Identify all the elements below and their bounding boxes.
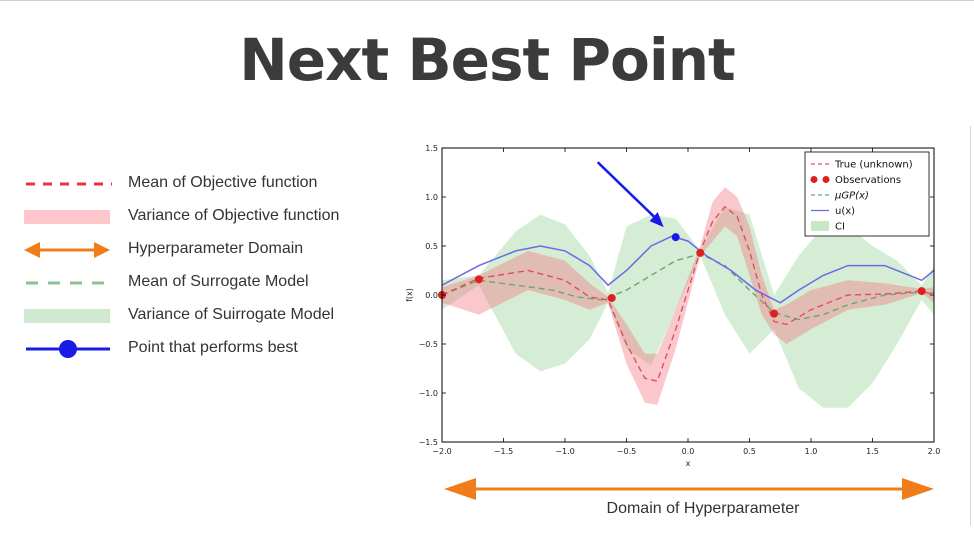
chart-legend-label: Observations [835,175,901,186]
pointer-arrow-shaft [596,161,659,222]
green-dash-icon [26,281,112,285]
chart-legend-label: μGP(x) [834,191,869,202]
legend-observation-swatch [822,176,830,183]
domain-label: Domain of Hyperparameter [606,500,800,517]
chart-legend-label: True (unknown) [834,160,913,171]
blue-point-icon [26,340,110,358]
legend-row-variance-objective: Variance of Objective function [24,203,404,231]
objective-variance-band [442,187,934,405]
legend-row-hyperparameter-domain: Hyperparameter Domain [24,236,404,264]
x-tick-label: −0.5 [617,447,636,456]
ci-band [442,206,934,408]
observation-point [474,275,483,284]
x-tick-label: 2.0 [928,447,941,456]
y-tick-label: −0.5 [419,340,438,349]
legend-label: Mean of Surrogate Model [128,273,309,290]
right-divider [970,126,971,526]
y-tick-label: 0.5 [425,242,438,251]
red-dash-icon [26,182,112,186]
legend-label: Variance of Objective function [128,207,340,224]
observation-point [696,248,705,257]
legend-label: Hyperparameter Domain [128,240,304,257]
chart-legend-label: CI [835,222,845,233]
acquisition-line [442,235,934,304]
orange-double-arrow-icon [24,242,110,258]
observation-point [917,287,926,296]
x-tick-label: 0.0 [682,447,695,456]
red-band-icon [24,210,110,224]
gp-chart: −2.0 −1.5 −1.0 −0.5 0.0 0.5 1.0 1.5 2.01.51.00.5… [405,144,941,468]
observation-point [607,293,616,302]
x-tick-label: 0.5 [743,447,756,456]
y-tick-label: 1.5 [425,144,438,153]
true-function-line [442,205,934,383]
legend-observation-swatch [810,176,818,183]
chart-legend-label: u(x) [835,206,855,217]
y-axis-label: f(x) [405,288,414,302]
legend-label: Mean of Objective function [128,174,318,191]
x-tick-label: −2.0 [432,447,451,456]
page-title: Next Best Point [239,26,735,94]
x-tick-label: 1.5 [866,447,879,456]
legend-row-variance-surrogate: Variance of Suirrogate Model [24,302,404,330]
x-tick-label: −1.5 [494,447,513,456]
y-tick-label: −1.0 [419,389,438,398]
legend-ci-swatch [811,221,829,231]
x-tick-label: 1.0 [805,447,818,456]
top-rule [0,0,974,1]
x-axis-label: x [686,459,691,468]
domain-arrow-icon [444,478,934,500]
green-band-icon [24,309,110,323]
y-tick-label: −1.5 [419,438,438,447]
y-tick-label: 0.0 [425,291,438,300]
legend-label: Point that performs best [128,339,298,356]
observation-point [770,309,779,318]
legend-row-best-point: Point that performs best [24,335,404,363]
y-tick-label: 1.0 [425,193,438,202]
pointer-arrow-head [649,212,664,228]
legend-label: Variance of Suirrogate Model [128,306,335,323]
legend-row-mean-surrogate: Mean of Surrogate Model [24,269,404,297]
best-point [671,233,680,242]
legend-row-mean-objective: Mean of Objective function [24,170,404,198]
x-tick-label: −1.0 [555,447,574,456]
